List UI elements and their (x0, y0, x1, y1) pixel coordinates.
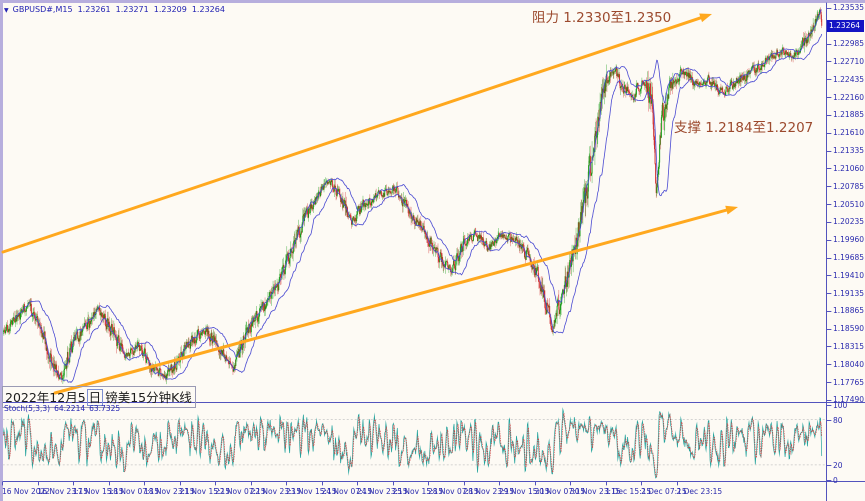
time-axis-label: 21 Nov 15:15 (179, 487, 231, 496)
price-axis-label: 1.21885 (833, 110, 865, 120)
collapse-symbol-panel-icon[interactable]: ▼ (4, 7, 9, 14)
price-axis-label: 1.19135 (833, 288, 865, 298)
price-axis-label: 1.18865 (833, 306, 865, 316)
close-value: 1.23264 (191, 5, 225, 14)
indicator-axis-label: 100 (833, 400, 848, 410)
indicator-main-value: 64.2214 (54, 404, 86, 413)
price-axis-label: 1.21335 (833, 146, 865, 156)
time-axis-label: 22 Nov 07:15 (215, 487, 266, 496)
indicator-axis-label: 0 (833, 476, 838, 485)
time-axis-label: 28 Nov 23:15 (463, 487, 515, 496)
time-axis-label: 24 Nov 23:15 (357, 487, 408, 496)
current-price-box: 1.23264 (827, 19, 864, 32)
time-axis-label: 18 Nov 07:15 (108, 487, 160, 496)
date-annotation[interactable]: 2022年12月5 日镑美15分钟K线 (2, 386, 196, 408)
price-axis-label: 1.20785 (833, 181, 865, 191)
support-annotation[interactable]: 支撑 1.2184至1.2207 (674, 120, 814, 136)
time-axis-label: 18 Nov 23:15 (144, 487, 195, 496)
resistance-annotation[interactable]: 阻力 1.2330至1.2350 (532, 10, 672, 26)
symbol-timeframe-label: GBPUSD#,M15 (12, 5, 73, 14)
price-axis-label: 1.19410 (833, 270, 865, 280)
indicator-name: Stoch(5,3,3) (4, 404, 51, 413)
indicator-signal-value: 63.7325 (89, 404, 121, 413)
price-axis-label: 1.22160 (833, 92, 865, 102)
time-axis-label: 23 Nov 15:15 (286, 487, 337, 496)
price-axis-label: 1.22985 (833, 39, 865, 49)
time-axis-label: 28 Nov 07:15 (428, 487, 479, 496)
date-annotation-prefix: 2022年12月5 (5, 390, 86, 405)
indicator-axis-label: 80 (833, 415, 843, 425)
open-value: 1.23261 (77, 5, 111, 14)
time-axis-label: 2 Dec 23:15 (676, 487, 723, 496)
price-axis-label: 1.19685 (833, 253, 865, 263)
low-value: 1.23209 (153, 5, 187, 14)
time-axis-label: 24 Nov 07:15 (321, 487, 373, 496)
time-axis-label: 29 Nov 15:15 (499, 487, 550, 496)
price-axis-label: 1.18040 (833, 359, 865, 369)
chart-header: ▼ GBPUSD#,M15 1.23261 1.23271 1.23209 1.23264 (4, 5, 225, 14)
date-annotation-day-char: 日 (86, 389, 104, 406)
time-axis-label: 30 Nov 23:15 (570, 487, 621, 496)
price-axis-label: 1.22435 (833, 74, 865, 84)
time-axis-label: 16 Nov 2022 (2, 487, 51, 496)
price-axis-label: 1.18315 (833, 341, 865, 351)
high-value: 1.23271 (115, 5, 149, 14)
price-axis-label: 1.23535 (833, 3, 865, 13)
time-axis-label: 30 Nov 07:15 (534, 487, 586, 496)
time-axis-label: 25 Nov 15:15 (392, 487, 444, 496)
time-axis-label: 16 Nov 23:15 (37, 487, 89, 496)
time-axis-label: 2 Dec 07:15 (641, 487, 687, 496)
time-axis-label: 1 Dec 15:15 (605, 487, 652, 496)
price-axis-label: 1.19960 (833, 235, 865, 245)
price-axis-label: 1.22710 (833, 56, 865, 66)
price-axis-label: 1.21060 (833, 163, 865, 173)
price-axis-label: 1.20510 (833, 199, 865, 209)
price-axis-label: 1.20235 (833, 217, 865, 227)
time-axis-label: 22 Nov 23:15 (250, 487, 302, 496)
price-axis-label: 1.17490 (833, 395, 865, 405)
indicator-label: Stoch(5,3,3) 64.2214 63.7325 (4, 404, 124, 413)
time-axis-label: 17 Nov 15:15 (73, 487, 124, 496)
price-axis-label: 1.18590 (833, 324, 865, 334)
price-axis-label: 1.21610 (833, 128, 865, 138)
date-annotation-suffix: 镑美15分钟K线 (105, 390, 192, 405)
indicator-axis-label: 20 (833, 460, 843, 470)
price-axis-label: 1.17765 (833, 377, 865, 387)
